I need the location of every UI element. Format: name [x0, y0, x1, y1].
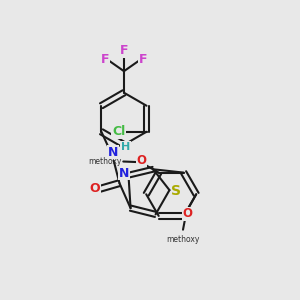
Text: S: S	[171, 184, 182, 198]
Text: Cl: Cl	[112, 125, 125, 138]
Text: O: O	[89, 182, 100, 195]
Text: N: N	[119, 167, 130, 180]
Text: O: O	[136, 154, 146, 166]
Text: F: F	[139, 52, 147, 65]
Text: H: H	[121, 142, 130, 152]
Text: O: O	[183, 207, 193, 220]
Text: methoxy: methoxy	[166, 235, 200, 244]
Text: F: F	[120, 44, 128, 57]
Text: N: N	[108, 146, 119, 159]
Text: F: F	[101, 52, 110, 65]
Text: methoxy: methoxy	[88, 157, 122, 166]
